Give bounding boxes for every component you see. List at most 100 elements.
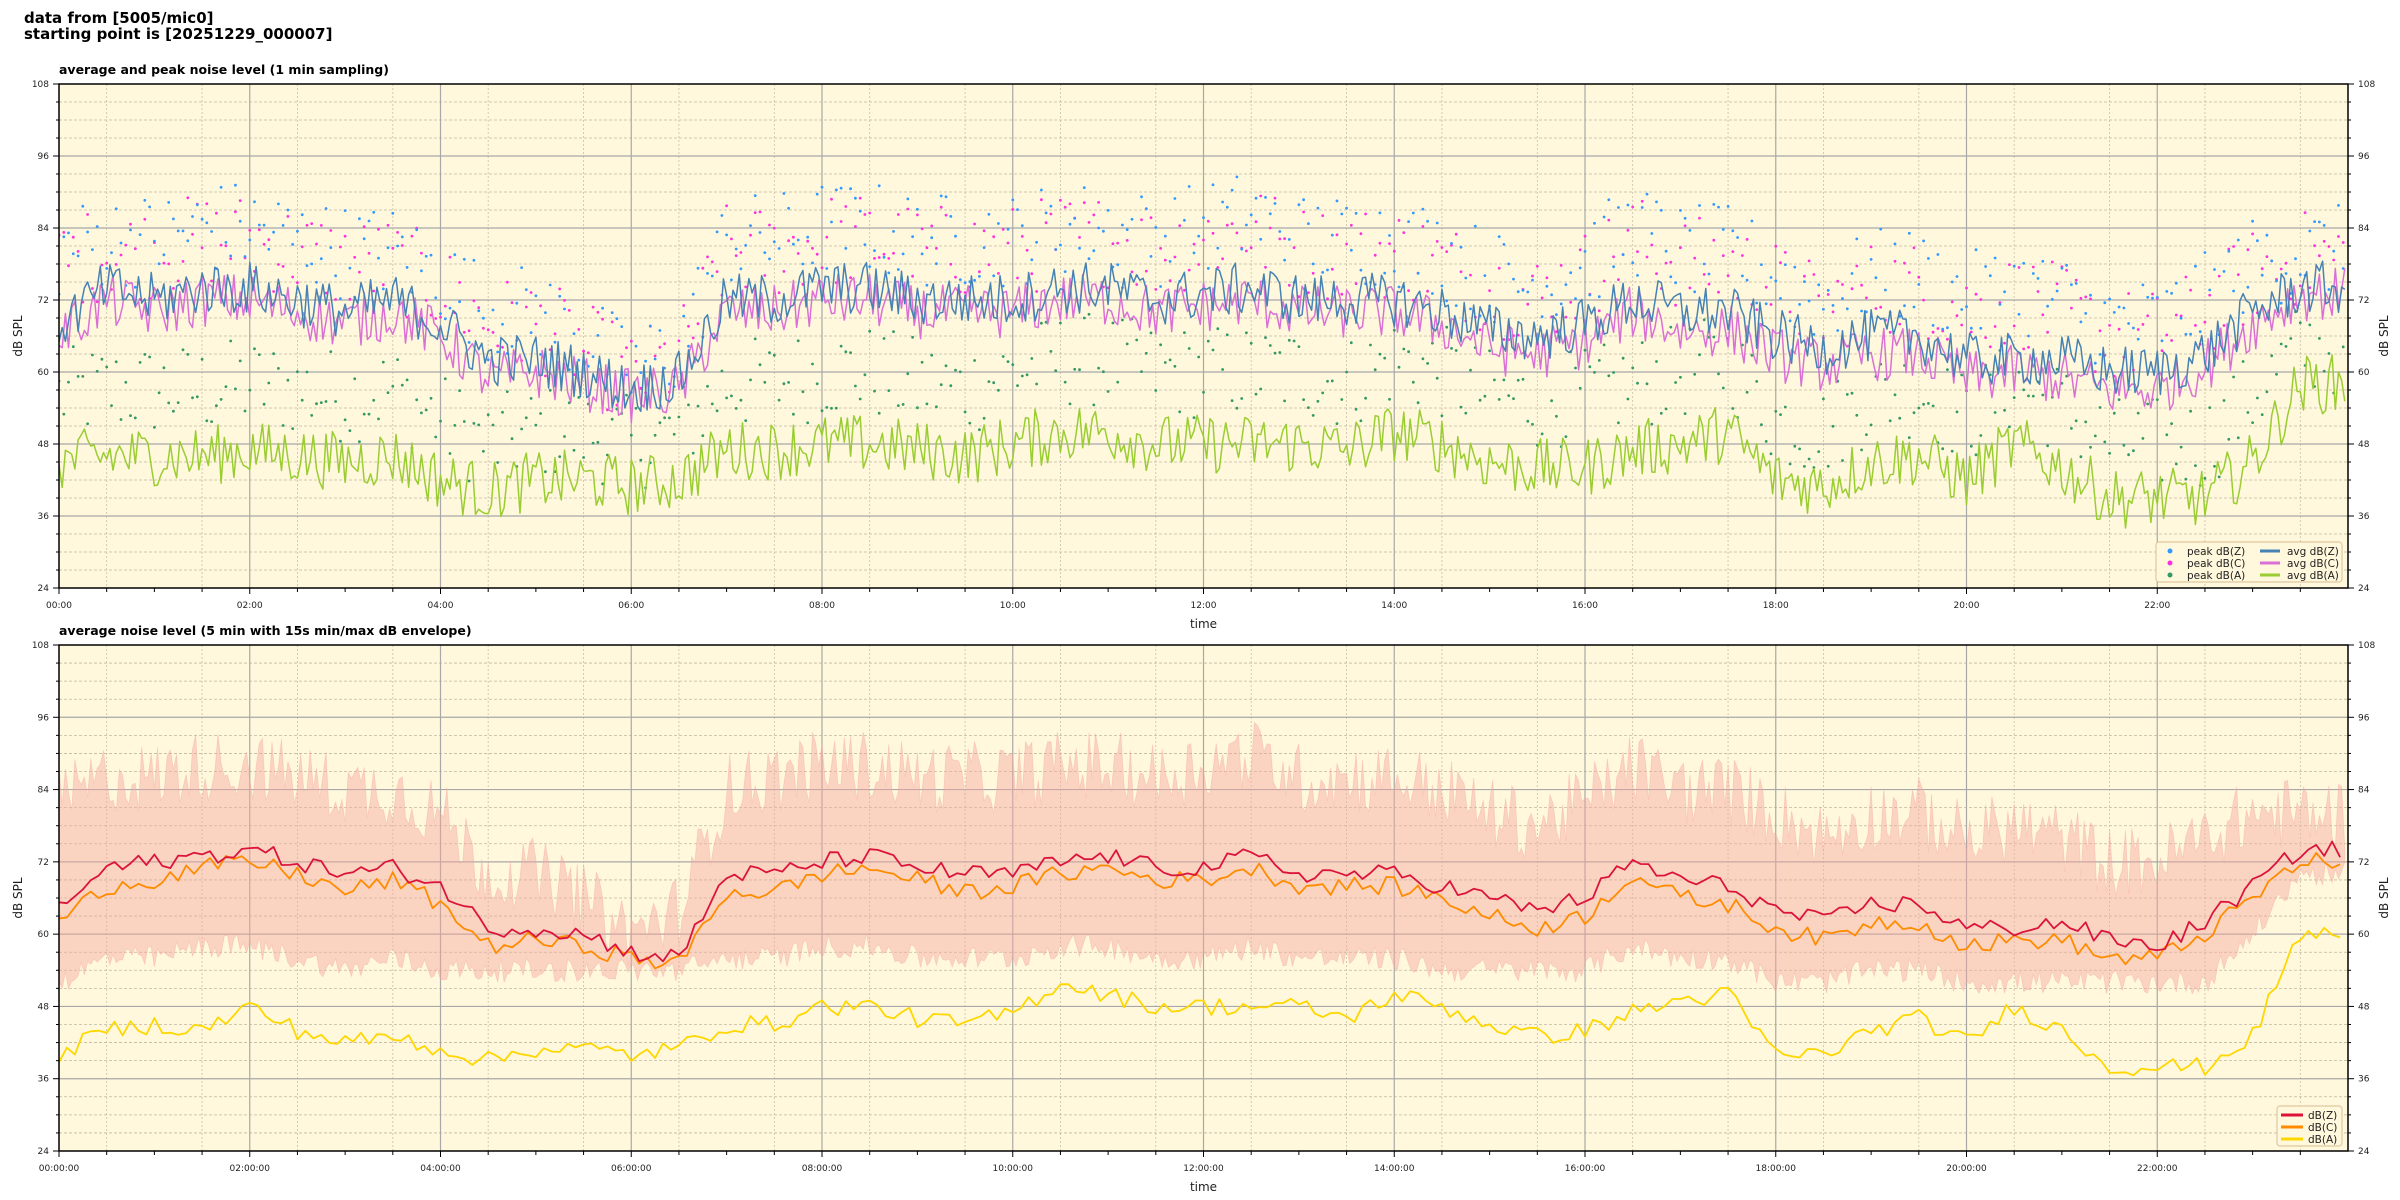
peak-point-peakdbc [1264, 265, 1267, 269]
peak-point-peakdba [1803, 465, 1806, 468]
peak-point-peakdbz [1917, 283, 1921, 286]
peak-point-peakdbc [67, 264, 70, 268]
peak-point-peakdbz [496, 350, 500, 354]
peak-point-peakdbc [787, 239, 790, 243]
peak-point-peakdbc [1364, 212, 1367, 216]
peak-point-peakdbc [1245, 249, 1248, 253]
peak-point-peakdbz [2251, 219, 2255, 223]
peak-point-peakdba [687, 403, 690, 407]
peak-point-peakdbz [1698, 204, 1701, 207]
peak-point-peakdbz [820, 185, 824, 189]
peak-point-peakdbz [2155, 296, 2159, 299]
peak-point-peakdbz [1831, 304, 1835, 307]
peak-point-peakdbc [114, 263, 118, 266]
peak-point-peakdbc [1149, 216, 1153, 220]
peak-point-peakdbc [1974, 292, 1978, 296]
peak-point-peakdba [1674, 381, 1677, 384]
peak-point-peakdbc [2070, 306, 2073, 310]
peak-point-peakdba [1149, 331, 1153, 335]
peak-point-peakdba [582, 456, 585, 459]
peak-point-peakdbz [1421, 207, 1425, 211]
peak-point-peakdbc [1555, 330, 1558, 334]
peak-point-peakdbc [286, 215, 290, 218]
peak-point-peakdbz [367, 219, 371, 223]
peak-point-peakdbz [577, 358, 581, 362]
peak-point-peakdba [329, 350, 333, 353]
peak-point-peakdbz [1574, 297, 1577, 300]
peak-point-peakdbz [1092, 249, 1096, 253]
peak-point-peakdba [1583, 348, 1587, 352]
peak-point-peakdbz [1793, 265, 1797, 269]
peak-point-peakdbc [1984, 336, 1987, 339]
peak-point-peakdba [634, 406, 638, 410]
peak-point-peakdbc [1025, 248, 1029, 252]
peak-point-peakdbc [505, 280, 509, 284]
peak-point-peakdbc [2027, 345, 2030, 349]
peak-point-peakdbz [887, 271, 891, 275]
x-tick-label: 06:00:00 [611, 1164, 652, 1174]
peak-point-peakdbc [963, 291, 967, 294]
peak-point-peakdbz [501, 322, 504, 326]
peak-point-peakdbz [2260, 273, 2264, 277]
peak-point-peakdbz [2256, 239, 2259, 243]
legend-label: dB(Z) [2308, 1110, 2337, 1122]
peak-point-peakdbz [958, 278, 962, 281]
peak-point-peakdba [1187, 347, 1191, 350]
peak-point-peakdbc [1865, 296, 1868, 300]
peak-point-peakdba [372, 398, 376, 402]
peak-point-peakdbz [2241, 311, 2245, 314]
peak-point-peakdbz [1445, 299, 1449, 303]
peak-point-peakdbc [539, 304, 542, 308]
envelope-area [59, 721, 2346, 995]
peak-point-peakdba [219, 398, 223, 401]
peak-point-peakdbz [992, 274, 996, 278]
peak-point-peakdba [186, 353, 190, 356]
peak-point-peakdbc [2337, 235, 2340, 238]
peak-point-peakdbz [1755, 301, 1759, 305]
peak-point-peakdbz [305, 264, 309, 267]
peak-point-peakdbc [1855, 264, 1859, 268]
peak-point-peakdbz [477, 309, 481, 313]
peak-point-peakdbc [215, 211, 218, 215]
peak-point-peakdbz [148, 205, 152, 209]
x-tick-label: 18:00 [1763, 601, 1789, 611]
peak-point-peakdbz [825, 267, 829, 270]
peak-point-peakdbz [2122, 306, 2126, 310]
series-line-dba [59, 926, 2341, 1077]
peak-point-peakdba [1860, 448, 1863, 452]
peak-point-peakdbc [1807, 259, 1811, 263]
peak-point-peakdbz [381, 287, 385, 291]
x-tick-label: 22:00 [2144, 601, 2170, 611]
peak-point-peakdbc [744, 285, 748, 289]
peak-point-peakdbz [1473, 224, 1477, 228]
peak-point-peakdbc [2260, 267, 2264, 271]
x-tick-label: 08:00 [809, 601, 835, 611]
peak-point-peakdbc [1836, 279, 1840, 283]
peak-point-peakdbz [143, 198, 147, 202]
peak-point-peakdbz [2179, 316, 2183, 320]
peak-point-peakdbc [653, 354, 657, 358]
peak-point-peakdba [205, 419, 209, 423]
peak-point-peakdbz [81, 204, 85, 208]
peak-point-peakdbc [2141, 323, 2145, 326]
peak-point-peakdba [2003, 408, 2006, 412]
peak-point-peakdbz [1163, 234, 1167, 238]
peak-point-peakdbz [1040, 188, 1043, 192]
peak-point-peakdbz [467, 341, 471, 344]
peak-point-peakdbc [1163, 258, 1167, 262]
peak-point-peakdbc [1326, 297, 1329, 301]
peak-point-peakdba [396, 358, 399, 361]
peak-point-peakdbc [1602, 279, 1606, 283]
peak-point-peakdbz [110, 251, 113, 255]
peak-point-peakdba [925, 402, 929, 406]
peak-point-peakdbz [1230, 188, 1234, 192]
peak-point-peakdba [1030, 357, 1034, 360]
peak-point-peakdba [772, 353, 776, 357]
peak-point-peakdba [1841, 459, 1844, 462]
peak-point-peakdba [2031, 394, 2035, 398]
peak-point-peakdbc [2289, 297, 2293, 301]
peak-point-peakdbc [582, 349, 585, 353]
peak-point-peakdba [1941, 447, 1945, 451]
peak-point-peakdbc [701, 266, 705, 270]
peak-point-peakdbz [1655, 200, 1658, 204]
